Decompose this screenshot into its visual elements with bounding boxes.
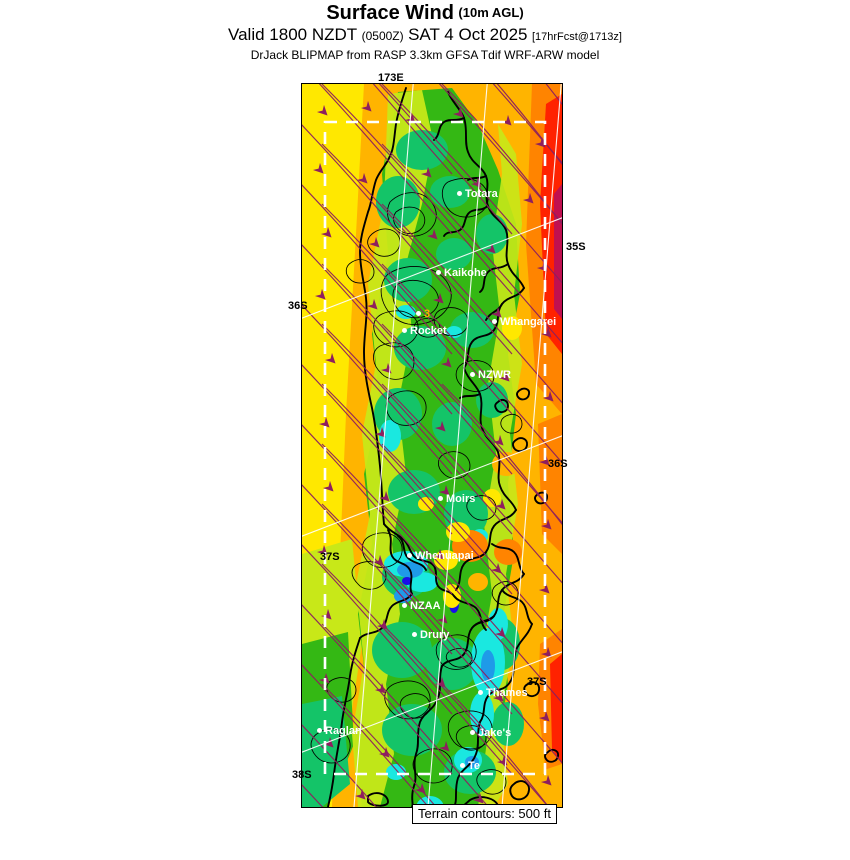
model-source-line: DrJack BLIPMAP from RASP 3.3km GFSA Tdif… <box>250 47 600 62</box>
chart-header: Surface Wind (10m AGL) Valid 1800 NZDT (… <box>0 0 850 62</box>
geo-label-37s: 37S <box>527 676 547 688</box>
valid-time-utc: (0500Z) <box>361 29 404 43</box>
geo-label-35s: 35S <box>566 241 586 253</box>
title-main: Surface Wind <box>326 2 454 24</box>
geo-label-173e: 173E <box>378 72 404 84</box>
valid-time-line: Valid 1800 NZDT (0500Z) SAT 4 Oct 2025 [… <box>0 26 850 45</box>
valid-date: SAT 4 Oct 2025 <box>408 25 528 44</box>
wind-map[interactable]: Totara Kaikohe 3 Rocket Whangarei NZWR Moirs Wh… <box>301 83 563 808</box>
forecast-hour: [17hrFcst@1713z] <box>531 31 622 43</box>
map-raster <box>302 84 562 807</box>
colorbar-legend: [kt] [kt] 79111315171921232527 <box>0 822 850 860</box>
geo-label-37s: 37S <box>320 551 340 563</box>
geo-label-36s: 36S <box>548 458 568 470</box>
title-sub: (10m AGL) <box>458 5 524 20</box>
terrain-contour-note: Terrain contours: 500 ft <box>412 804 557 824</box>
geo-label-38s: 38S <box>292 769 312 781</box>
valid-time: Valid 1800 NZDT <box>228 25 358 44</box>
geo-label-36s: 36S <box>288 300 308 312</box>
page-title: Surface Wind (10m AGL) <box>0 3 850 24</box>
